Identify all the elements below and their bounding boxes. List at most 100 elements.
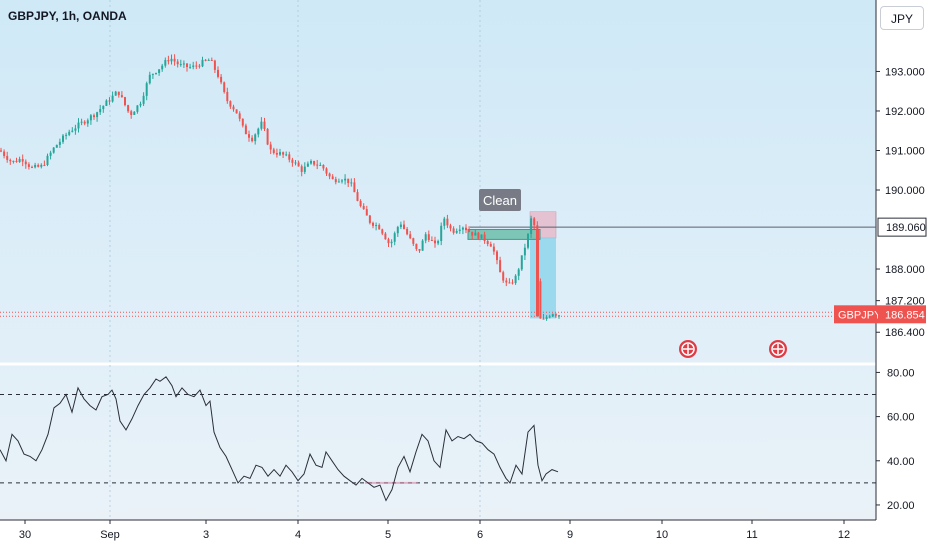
candle-body [0, 150, 2, 152]
candle-body [291, 159, 294, 163]
candle-body [124, 97, 126, 106]
candle-body [52, 147, 55, 153]
candle-body [471, 231, 474, 236]
time-tick-label: 10 [656, 529, 668, 541]
price-tick-label: 191.000 [885, 145, 925, 157]
candle-body [204, 59, 207, 61]
candle-body [427, 234, 430, 241]
candle-body [319, 164, 322, 166]
candle-body [223, 82, 226, 92]
candle-body [558, 315, 560, 317]
candle-body [539, 281, 542, 319]
candle-body [496, 251, 498, 261]
candle-body [334, 179, 337, 183]
candle-body [117, 91, 120, 96]
candle-body [434, 240, 436, 244]
candle-body [517, 269, 520, 276]
candle-body [505, 280, 508, 283]
shaded-zones [467, 211, 557, 319]
candle-body [452, 228, 455, 233]
candle-body [523, 247, 526, 256]
candle-body [396, 227, 399, 234]
candle-body [24, 161, 27, 165]
price-scale-panel[interactable] [876, 0, 932, 520]
candle-body [155, 72, 157, 74]
candle-body [229, 101, 232, 107]
candle-body [554, 314, 557, 316]
candle-body [189, 66, 192, 68]
candle-body [173, 58, 176, 62]
candle-body [15, 160, 18, 163]
oscillator-tick-label: 40.00 [887, 456, 915, 468]
candle-body [359, 200, 362, 207]
target-zone [530, 238, 556, 319]
time-tick-label: 5 [385, 529, 391, 541]
candle-body [49, 152, 52, 156]
supply-zone [467, 229, 541, 240]
current-price-value: 186.854 [885, 309, 925, 321]
time-tick-label: 12 [838, 529, 850, 541]
candle-body [62, 135, 64, 142]
candle-body [548, 316, 551, 318]
oscillator-series [0, 376, 559, 502]
plot-background [0, 0, 876, 520]
candle-body [269, 144, 272, 150]
candle-body [480, 234, 483, 239]
candle-body [158, 69, 161, 73]
candle-body [43, 164, 46, 166]
candle-body [179, 64, 182, 66]
symbol-title[interactable]: GBPJPY, 1h, OANDA [8, 9, 127, 23]
candle-body [399, 224, 402, 228]
candle-body [384, 233, 387, 240]
candle-body [368, 215, 371, 223]
candle-body [337, 181, 340, 183]
candle-body [12, 160, 15, 162]
candle-body [502, 272, 505, 281]
candle-body [328, 173, 331, 177]
oscillator-guides [0, 394, 876, 484]
candle-body [545, 317, 548, 320]
candle-body [421, 240, 424, 251]
candle-body [96, 112, 99, 118]
economic-events[interactable] [679, 340, 787, 358]
currency-button[interactable]: JPY [880, 6, 924, 30]
candle-body [378, 225, 381, 230]
candle-body [114, 91, 117, 96]
candle-body [372, 222, 374, 226]
candle-body [465, 227, 467, 231]
time-scale-panel[interactable] [0, 520, 932, 550]
candle-body [486, 240, 489, 245]
candle-body [344, 178, 347, 181]
oscillator-tick-label: 60.00 [887, 412, 915, 424]
time-tick-label: 11 [746, 529, 757, 541]
clean-annotation[interactable]: Clean [479, 189, 521, 211]
candle-body [440, 225, 443, 242]
candle-body [142, 95, 145, 104]
candle-body [161, 65, 164, 70]
candle-body [86, 120, 89, 124]
candle-body [238, 113, 241, 119]
candle-body [37, 164, 40, 167]
candle-body [536, 229, 539, 317]
candle-body [136, 105, 139, 112]
candle-body [71, 130, 74, 132]
candle-body [164, 60, 167, 66]
candle-body [424, 234, 427, 241]
candle-body [235, 109, 238, 114]
candle-body [356, 192, 359, 201]
candle-body [93, 115, 95, 118]
candle-body [279, 152, 281, 155]
candle-body [306, 163, 309, 167]
candle-body [263, 121, 266, 130]
candle-body [176, 61, 179, 65]
candle-body [331, 176, 334, 180]
candle-body [492, 246, 495, 252]
candle-body [483, 234, 486, 241]
candle-body [207, 59, 210, 61]
vertical-gridlines [109, 0, 481, 520]
candle-body [192, 65, 195, 67]
candle-body [403, 224, 405, 229]
candle-body [111, 95, 114, 102]
candle-body [148, 74, 151, 84]
